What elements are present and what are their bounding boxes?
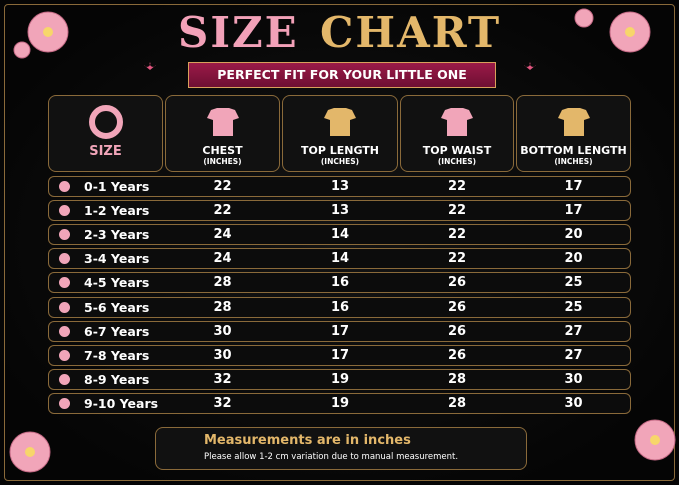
column-unit: (INCHES) (203, 157, 242, 166)
measure-cell: 20 (564, 251, 583, 267)
measure-cell: 28 (447, 395, 467, 411)
row-flower (59, 373, 70, 385)
size-label: 5-6 Years (84, 299, 150, 315)
header-cell: TOP WAIST (INCHES) (400, 95, 514, 172)
measure-cell: 17 (330, 347, 350, 363)
column-icon (441, 108, 473, 136)
footer-note: Please allow 1-2 cm variation due to man… (204, 452, 459, 462)
header-cell: CHEST (INCHES) (165, 95, 280, 172)
subtitle-banner: PERFECT FIT FOR YOUR LITTLE ONE (188, 62, 496, 88)
row-flower (59, 181, 70, 192)
measure-cell: 26 (447, 323, 467, 339)
measure-cell: 14 (330, 227, 350, 243)
table-row (48, 224, 631, 246)
column-unit: (INCHES) (554, 157, 593, 166)
footer-box: Measurements are in inches Please allow … (155, 427, 527, 470)
measure-cell: 17 (564, 179, 583, 194)
column-name: BOTTOM LENGTH (520, 144, 627, 157)
table-row (48, 248, 631, 270)
measure-cell: 30 (564, 371, 583, 387)
table-row (48, 296, 631, 318)
measure-cell: 26 (447, 347, 467, 363)
size-label: 9-10 Years (84, 395, 159, 411)
row-flower (59, 397, 70, 409)
column-name: SIZE (89, 144, 122, 159)
measure-cell: 13 (330, 179, 350, 194)
title-size: SIZE (178, 8, 299, 57)
row-flower (59, 205, 70, 217)
size-label: 1-2 Years (84, 203, 150, 219)
row-flower (59, 301, 70, 313)
size-label: 4-5 Years (84, 275, 150, 291)
measure-cell: 26 (447, 299, 467, 315)
measure-cell: 22 (447, 251, 467, 267)
measure-cell: 19 (330, 371, 350, 387)
measure-cell: 24 (213, 227, 232, 243)
measure-cell: 26 (447, 275, 467, 291)
column-icon (557, 108, 590, 136)
row-flower (59, 253, 70, 265)
measure-cell: 20 (564, 227, 583, 243)
table-row (48, 320, 631, 342)
size-label: 8-9 Years (84, 371, 150, 387)
table-row (48, 176, 631, 197)
row-flower (59, 229, 70, 241)
header-cell: BOTTOM LENGTH (INCHES) (516, 95, 631, 172)
measure-cell: 27 (564, 323, 583, 339)
size-label: 7-8 Years (84, 347, 150, 363)
column-unit: (INCHES) (437, 157, 477, 166)
size-label: 0-1 Years (84, 179, 150, 194)
measure-cell: 32 (213, 395, 232, 411)
size-label: 2-3 Years (84, 227, 150, 243)
measure-cell: 17 (564, 203, 583, 219)
size-label: 6-7 Years (84, 323, 150, 339)
row-flower (59, 325, 70, 337)
column-name: CHEST (202, 144, 243, 157)
measure-cell: 22 (447, 179, 467, 194)
measure-cell: 32 (213, 371, 232, 387)
measure-cell: 22 (213, 179, 232, 194)
column-name: TOP WAIST (422, 144, 492, 157)
column-icon (324, 108, 356, 136)
column-name: TOP LENGTH (300, 144, 380, 157)
column-unit: (INCHES) (320, 157, 360, 166)
table-row (48, 344, 631, 366)
measure-cell: 30 (213, 323, 232, 339)
measure-cell: 25 (564, 299, 583, 315)
measure-cell: 24 (213, 251, 232, 267)
measure-cell: 16 (330, 275, 350, 291)
measure-cell: 28 (213, 275, 232, 291)
table-row (48, 368, 631, 390)
size-label: 3-4 Years (84, 251, 150, 267)
column-icon (88, 105, 123, 139)
row-flower (59, 277, 70, 289)
header-cell: SIZE (48, 95, 163, 172)
measure-cell: 27 (564, 347, 583, 363)
measure-cell: 13 (330, 203, 350, 219)
row-flower (59, 349, 70, 361)
measure-cell: 28 (213, 299, 232, 315)
frame (4, 4, 675, 481)
table-row (48, 200, 631, 222)
measure-cell: 30 (564, 395, 583, 411)
measure-cell: 22 (447, 203, 467, 219)
measure-cell: 25 (564, 275, 583, 291)
header-cell: TOP LENGTH (INCHES) (282, 95, 398, 172)
measure-cell: 19 (330, 395, 350, 411)
title-chart: CHART (320, 8, 502, 57)
measure-cell: 28 (447, 371, 467, 387)
measure-cell: 22 (447, 227, 467, 243)
column-icon (206, 108, 239, 136)
measure-cell: 22 (213, 203, 232, 219)
table-row (48, 272, 631, 294)
measure-cell: 30 (213, 347, 232, 363)
table-row (48, 392, 631, 414)
measure-cell: 17 (330, 323, 350, 339)
measure-cell: 16 (330, 299, 350, 315)
measure-cell: 14 (330, 251, 350, 267)
footer-title: Measurements are in inches (204, 433, 411, 448)
